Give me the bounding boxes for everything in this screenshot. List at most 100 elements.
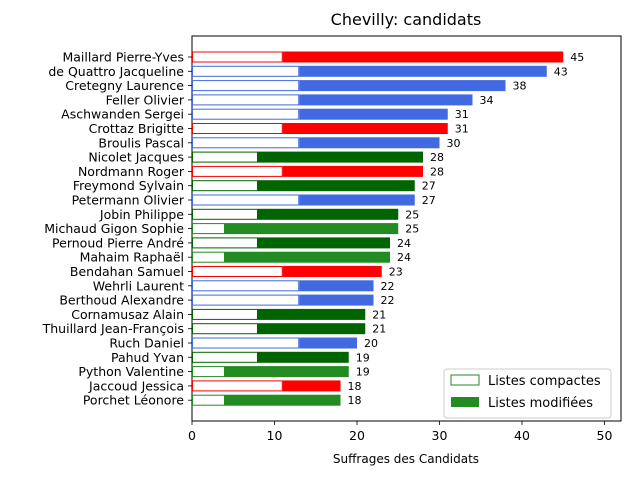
bar-modified (299, 137, 440, 149)
y-tick-label: Mahaim Raphaël (80, 250, 184, 265)
y-tick-label: Petermann Olivier (72, 193, 185, 208)
y-tick-label: Ruch Daniel (109, 336, 184, 351)
legend-swatch-compact (450, 374, 480, 386)
bar-compact (192, 51, 283, 63)
bars-group (192, 51, 564, 406)
bar-compact (192, 280, 300, 292)
x-tick-label: 30 (432, 428, 448, 443)
bar-compact (192, 380, 283, 392)
bar-modified (299, 337, 357, 349)
data-label: 31 (455, 123, 469, 136)
data-label: 25 (405, 223, 419, 236)
data-label: 21 (372, 323, 386, 336)
bar-modified (258, 208, 399, 220)
bar-modified (282, 51, 564, 63)
bar-compact (192, 94, 300, 106)
data-label: 19 (356, 366, 370, 379)
bar-compact (192, 208, 258, 220)
y-tick-label: Feller Olivier (106, 92, 185, 107)
bar-compact (192, 108, 300, 120)
y-tick-label: Jobin Philippe (99, 207, 184, 222)
bar-compact (192, 237, 258, 249)
x-tick-label: 40 (514, 428, 530, 443)
x-tick-label: 50 (597, 428, 613, 443)
bar-modified (258, 351, 349, 363)
data-label: 43 (554, 65, 568, 78)
y-tick-label: Bendahan Samuel (70, 264, 184, 279)
y-tick-label: Crottaz Brigitte (89, 121, 185, 136)
bar-modified (282, 123, 448, 134)
y-tick-label: Jaccoud Jessica (88, 378, 184, 393)
x-axis: 0 10 20 30 40 50 (188, 421, 612, 443)
legend-label-compact: Listes compactes (488, 374, 601, 389)
data-label: 18 (348, 380, 362, 393)
bar-compact (192, 266, 283, 277)
bar-modified (282, 380, 341, 392)
y-tick-label: Wehrli Laurent (93, 278, 184, 293)
data-label: 22 (381, 280, 395, 293)
data-label: 25 (405, 208, 419, 221)
bar-modified (282, 266, 382, 277)
bar-modified (299, 280, 374, 292)
chart-title: Chevilly: candidats (331, 10, 482, 29)
bar-compact (192, 337, 300, 349)
data-label: 28 (430, 151, 444, 164)
data-label: 18 (348, 394, 362, 407)
bar-modified (225, 251, 390, 263)
y-tick-label: Pahud Yvan (111, 350, 184, 365)
bar-compact (192, 294, 300, 306)
bar-compact (192, 366, 225, 378)
legend-swatch-modified (451, 397, 479, 407)
data-label: 34 (480, 94, 494, 107)
x-tick-label: 20 (349, 428, 365, 443)
data-label: 45 (570, 51, 584, 64)
bar-compact (192, 137, 300, 149)
data-label: 30 (447, 137, 461, 150)
data-label: 27 (422, 194, 436, 207)
bar-compact (192, 165, 283, 177)
data-label: 31 (455, 108, 469, 121)
bar-modified (299, 80, 506, 92)
bar-compact (192, 80, 300, 92)
legend-frame (443, 368, 612, 419)
x-tick-label: 0 (188, 428, 196, 443)
data-label: 23 (389, 266, 403, 279)
bar-modified (225, 223, 399, 235)
y-tick-label: Berthoud Alexandre (59, 293, 184, 308)
y-tick-label: Nicolet Jacques (88, 150, 184, 165)
y-tick-label: Maillard Pierre-Yves (62, 50, 184, 65)
data-label: 20 (364, 337, 378, 350)
bar-modified (299, 108, 448, 120)
bar-modified (258, 151, 423, 163)
data-label: 27 (422, 180, 436, 193)
bar-compact (192, 180, 258, 192)
y-tick-label: Freymond Sylvain (73, 178, 184, 193)
bar-compact (192, 308, 258, 320)
y-tick-label: Michaud Gigon Sophie (44, 221, 184, 236)
y-tick-label: Porchet Léonore (83, 393, 184, 408)
x-axis-label: Suffrages des Candidats (333, 452, 479, 466)
y-tick-label: de Quattro Jacqueline (48, 64, 184, 79)
legend-label-modified: Listes modifiées (488, 396, 593, 411)
bar-modified (258, 180, 415, 192)
bar-compact (192, 65, 300, 77)
y-tick-label: Nordmann Roger (78, 164, 185, 179)
data-label: 21 (372, 308, 386, 321)
legend: Listes compactes Listes modifiées (443, 368, 612, 419)
data-label: 22 (381, 294, 395, 307)
bar-modified (258, 237, 390, 249)
bar-modified (299, 294, 374, 306)
bar-compact (192, 251, 225, 263)
y-tick-label: Pernoud Pierre André (52, 235, 184, 250)
bar-modified (282, 165, 423, 177)
bar-modified (258, 308, 366, 320)
bar-compact (192, 351, 258, 363)
bar-modified (299, 194, 415, 206)
y-tick-label: Cornamusaz Alain (71, 307, 184, 322)
bar-modified (258, 323, 366, 335)
y-tick-label: Broulis Pascal (98, 135, 184, 150)
x-tick-label: 10 (267, 428, 283, 443)
data-label: 19 (356, 351, 370, 364)
y-tick-label: Cretegny Laurence (65, 78, 184, 93)
